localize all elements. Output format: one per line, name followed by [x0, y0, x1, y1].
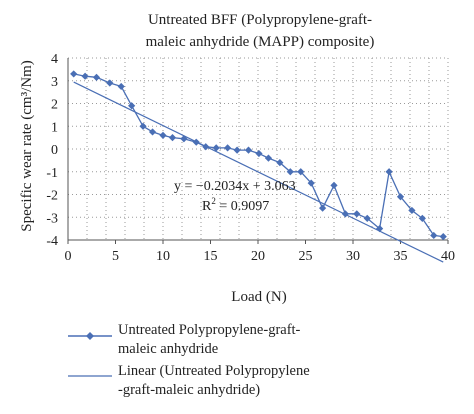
- equation-annotation: y = −0.2034x + 3.063: [174, 179, 296, 194]
- y-tick-label: 0: [51, 143, 58, 158]
- chart-title-line-2: maleic anhydride (MAPP) composite): [145, 34, 375, 50]
- data-point-marker: [233, 146, 241, 154]
- data-point-marker: [192, 138, 200, 146]
- legend-label-series-1-line-2: maleic anhydride: [118, 341, 219, 357]
- data-point-marker: [81, 72, 89, 80]
- data-point-marker: [202, 143, 210, 151]
- data-point-marker: [128, 102, 136, 110]
- data-point-marker: [439, 232, 447, 241]
- legend-label-trendline-line-1: Linear (Untreated Polypropylene: [118, 363, 310, 379]
- y-tick-label: 1: [51, 120, 58, 135]
- x-tick-label: 35: [394, 249, 408, 264]
- data-point-marker: [385, 168, 393, 176]
- x-tick-label: 20: [251, 249, 265, 264]
- y-tick-label: -4: [46, 234, 58, 249]
- data-point-marker: [224, 144, 232, 152]
- legend-label-trendline-line-2: -graft-maleic anhydride): [118, 382, 261, 398]
- data-point-marker: [264, 154, 273, 162]
- data-point-marker: [139, 122, 147, 130]
- data-point-marker: [430, 231, 438, 240]
- y-tick-label: 2: [51, 98, 58, 113]
- y-axis-label: Specific wear rate (cm³/Nm): [19, 60, 35, 232]
- legend-swatches: [68, 332, 112, 377]
- data-point-marker: [117, 82, 125, 91]
- data-point-marker: [319, 204, 327, 212]
- data-point-marker: [396, 193, 405, 201]
- x-tick-label: 30: [346, 249, 360, 264]
- data-point-marker: [363, 214, 371, 222]
- data-point-marker: [418, 214, 426, 222]
- x-tick-label: 10: [156, 249, 170, 264]
- x-axis-label: Load (N): [231, 289, 286, 305]
- chart-title-line-1: Untreated BFF (Polypropylene-graft-: [147, 12, 373, 28]
- x-tick-label: 0: [65, 249, 72, 264]
- axes: [67, 58, 449, 244]
- y-tick-label: 3: [51, 75, 58, 90]
- data-point-marker: [180, 135, 188, 143]
- data-point-marker: [148, 128, 157, 136]
- data-point-marker: [276, 159, 284, 167]
- x-tick-label: 25: [299, 249, 313, 264]
- legend: Untreated Polypropylene-graft- maleic an…: [0, 318, 474, 414]
- legend-label-series-1-line-1: Untreated Polypropylene-graft-: [118, 322, 301, 338]
- data-point-marker: [244, 146, 253, 154]
- y-tick-label: -3: [46, 211, 58, 226]
- series-layer: [70, 70, 447, 241]
- data-point-marker: [341, 210, 349, 218]
- y-tick-label: -2: [46, 189, 58, 204]
- y-tick-label: 4: [51, 52, 58, 67]
- x-tick-label: 15: [204, 249, 218, 264]
- data-point-marker: [70, 70, 78, 78]
- x-tick-label: 5: [112, 249, 119, 264]
- data-point-marker: [297, 168, 305, 176]
- y-tick-label: -1: [46, 166, 58, 181]
- data-point-marker: [168, 134, 177, 142]
- data-point-marker: [92, 73, 101, 81]
- x-tick-label: 40: [441, 249, 455, 264]
- data-point-marker: [255, 149, 263, 158]
- data-point-marker: [353, 210, 361, 218]
- data-point-marker: [376, 225, 384, 233]
- data-point-marker: [330, 181, 338, 189]
- data-point-marker: [159, 131, 167, 139]
- r-squared-annotation: R2 = 0.9097: [202, 196, 269, 214]
- data-point-marker: [286, 168, 294, 176]
- data-point-marker: [106, 79, 114, 87]
- legend-diamond-marker-icon: [86, 332, 94, 340]
- data-point-marker: [408, 206, 416, 215]
- data-point-marker: [212, 144, 220, 152]
- data-point-marker: [307, 179, 315, 187]
